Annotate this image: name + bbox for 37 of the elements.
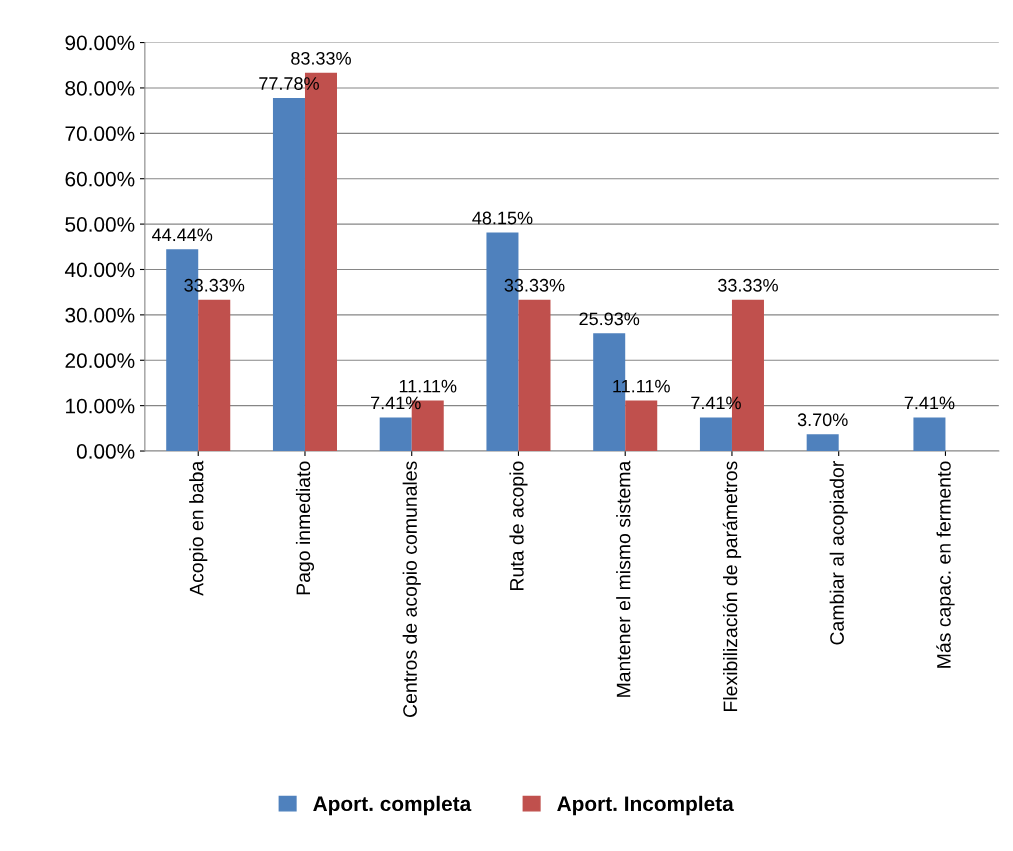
x-tick-label: Ruta de acopio bbox=[509, 461, 528, 590]
x-tick-label: Mantener el mismo sistema bbox=[616, 460, 631, 697]
y-tick-label: 50.00% bbox=[65, 217, 135, 232]
y-tick-label: 90.00% bbox=[65, 35, 135, 51]
bar bbox=[518, 299, 551, 452]
bar bbox=[913, 417, 946, 452]
bar bbox=[379, 417, 412, 452]
legend-label: Aport. completa bbox=[313, 795, 472, 816]
bar bbox=[806, 434, 839, 452]
data-label: 48.15% bbox=[472, 211, 533, 225]
data-label: 33.33% bbox=[718, 278, 778, 292]
y-tick-label: 60.00% bbox=[65, 171, 135, 187]
bar bbox=[198, 299, 231, 452]
data-label: 11.11% bbox=[399, 379, 457, 393]
x-tick-label: Pago inmediato bbox=[295, 461, 315, 595]
data-label: 7.41% bbox=[904, 396, 955, 410]
bar bbox=[699, 417, 732, 452]
y-tick-label: 70.00% bbox=[65, 126, 135, 142]
data-label: 7.41% bbox=[371, 396, 421, 410]
x-tick-label: Más capac. en fermento bbox=[936, 461, 955, 668]
y-tick-label: 10.00% bbox=[66, 398, 135, 414]
bar bbox=[625, 400, 658, 452]
data-label: 3.70% bbox=[797, 413, 848, 427]
data-label: 44.44% bbox=[152, 228, 213, 242]
legend-label: Aport. Incompleta bbox=[557, 795, 734, 816]
data-label: 83.33% bbox=[291, 51, 351, 65]
data-label: 25.93% bbox=[579, 312, 640, 326]
y-tick-label: 80.00% bbox=[65, 80, 135, 96]
x-tick-label: Acopio en baba bbox=[189, 460, 208, 596]
y-tick-label: 40.00% bbox=[64, 262, 135, 278]
x-tick-label: Cambiar al acopiador bbox=[829, 461, 848, 645]
y-tick-label: 0.00% bbox=[76, 444, 135, 459]
x-tick-label: Flexibilización de parámetros bbox=[722, 461, 742, 711]
y-tick-label: 20.00% bbox=[65, 353, 135, 369]
y-tick-label: 30.00% bbox=[65, 307, 135, 323]
bar bbox=[272, 98, 305, 452]
x-tick-label: Centros de acopio comunales bbox=[402, 461, 421, 717]
